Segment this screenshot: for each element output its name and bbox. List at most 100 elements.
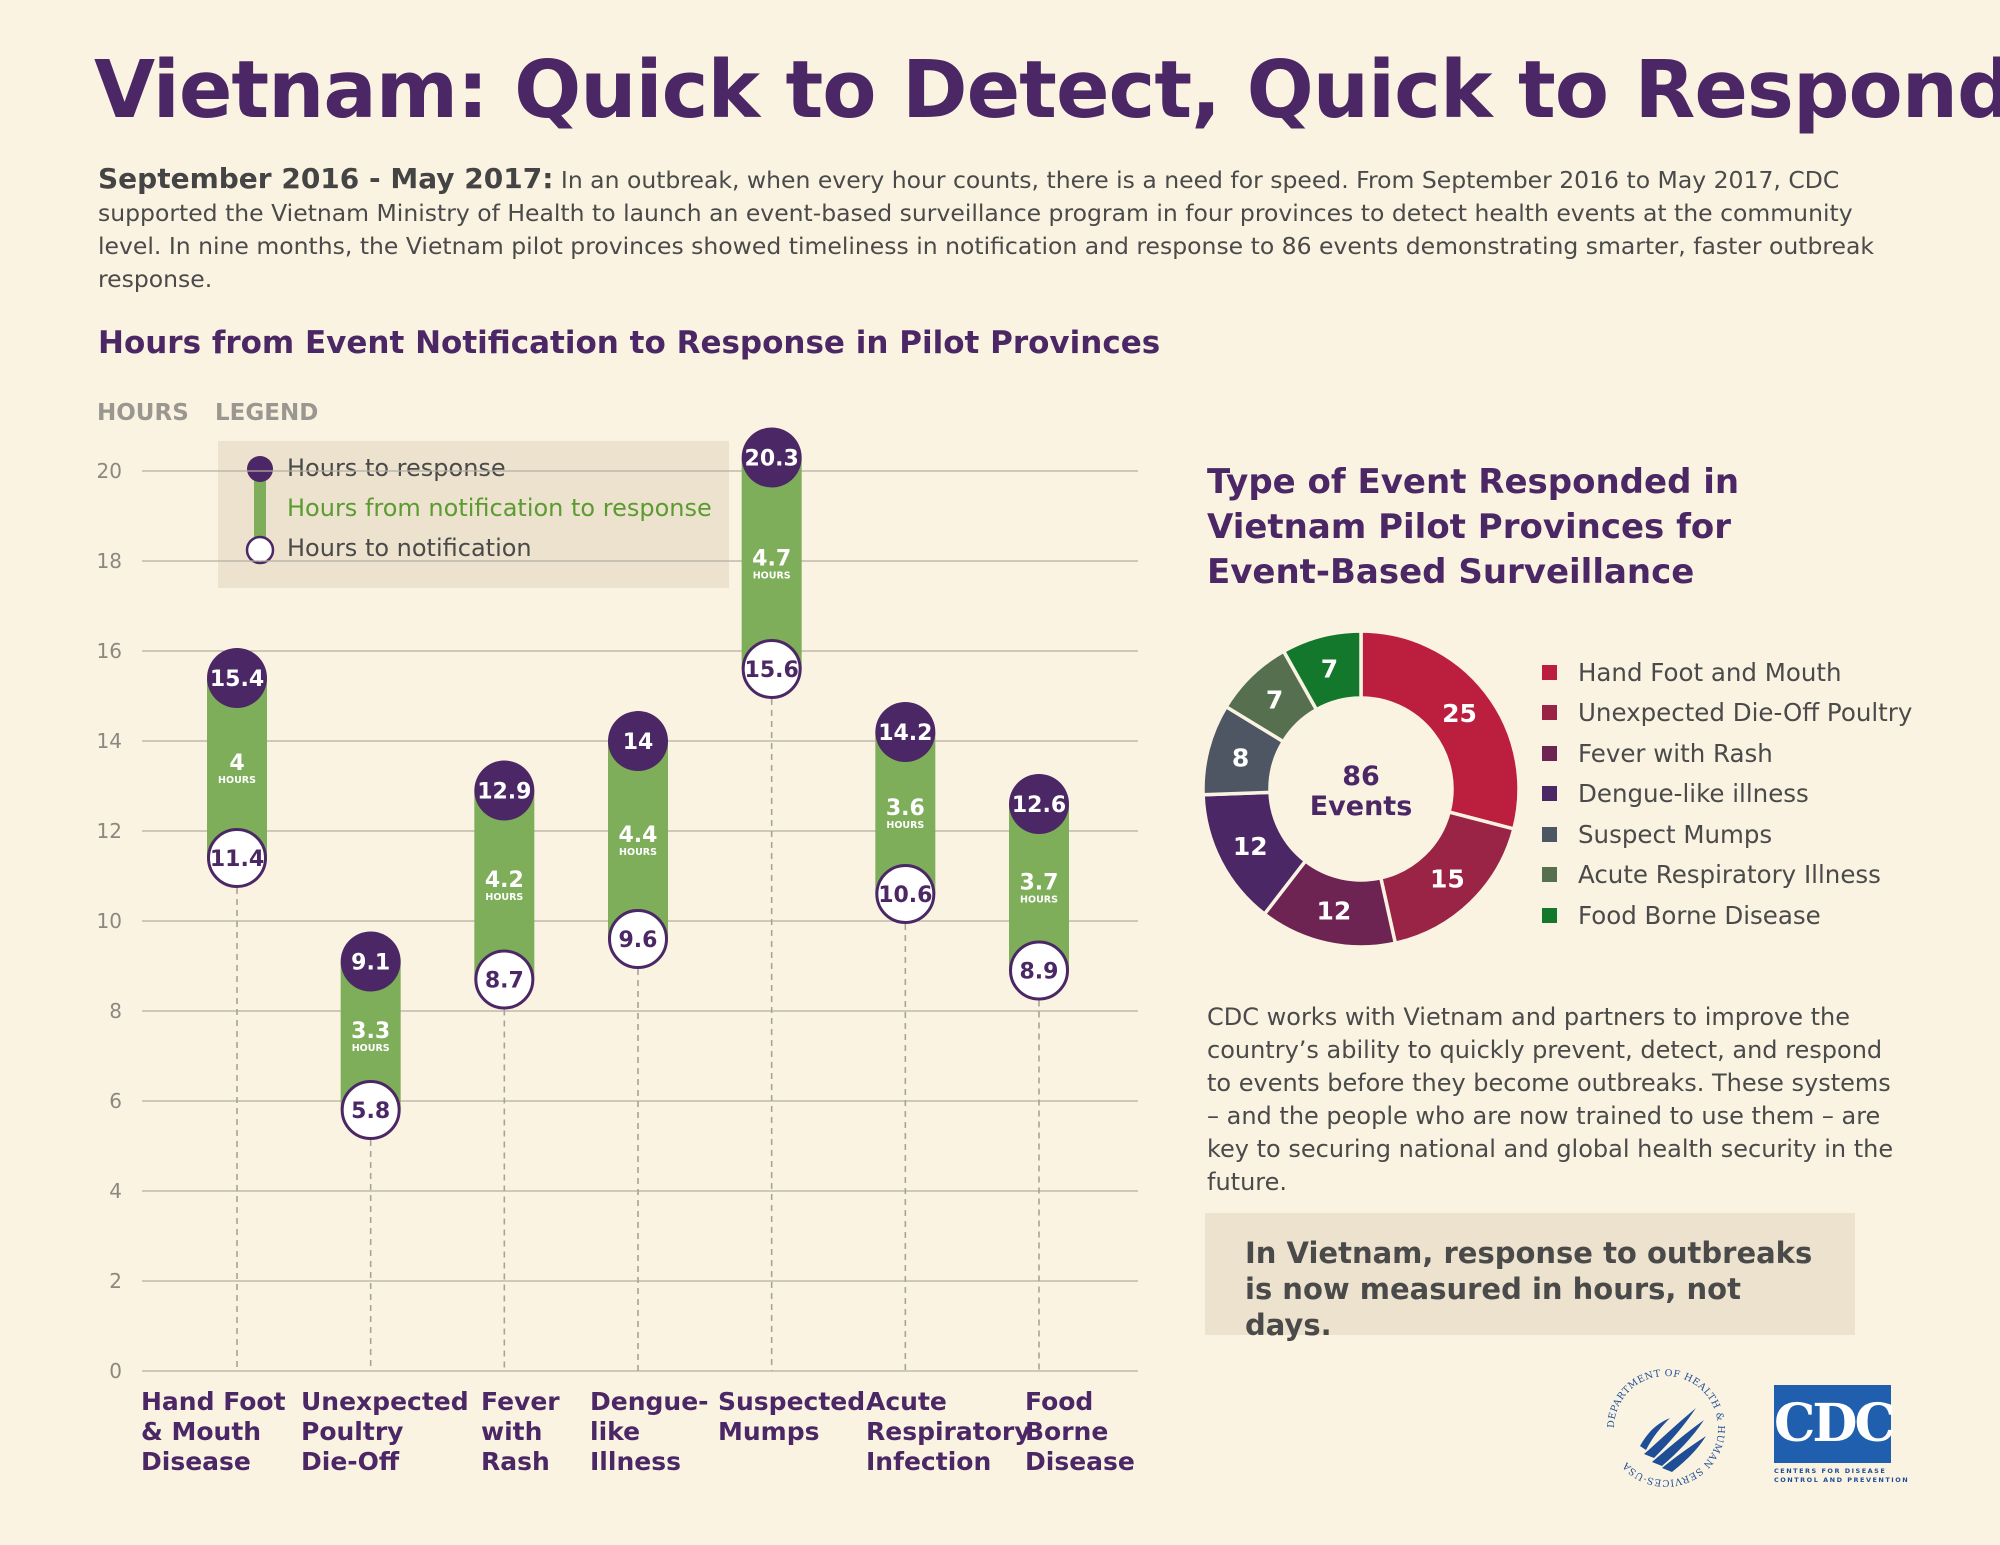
y-tick-label: 14 (97, 729, 122, 753)
notification-label: 8.9 (1020, 960, 1059, 985)
notification-label: 15.6 (745, 658, 799, 683)
response-marker (875, 702, 936, 762)
legend-swatch (1542, 664, 1557, 680)
donut-legend-item: Hand Foot and Mouth (1542, 652, 1912, 693)
y-tick-label: 16 (97, 639, 122, 663)
notification-marker (340, 1080, 401, 1140)
hhs-logo: DEPARTMENT OF HEALTH & HUMAN SERVICES·US… (1606, 1368, 1726, 1488)
duration-unit: HOURS (886, 820, 924, 831)
y-tick-label: 10 (97, 909, 122, 933)
y-tick-label: 8 (109, 999, 122, 1023)
legend-label: Food Borne Disease (1578, 900, 1821, 930)
legend-label: Unexpected Die-Off Poultry (1578, 698, 1913, 728)
legend-label: Dengue-like illness (1578, 779, 1809, 809)
donut-legend-item: Fever with Rash (1542, 733, 1912, 774)
y-tick-label: 4 (109, 1179, 122, 1203)
notification-label: 5.8 (351, 1099, 390, 1124)
legend-label: Suspect Mumps (1578, 819, 1773, 849)
response-label: 9.1 (351, 951, 390, 976)
x-category-label: Infection (866, 1447, 991, 1476)
response-label: 12.9 (477, 780, 531, 805)
legend-box: Hours to response Hours from notificatio… (218, 441, 729, 588)
x-category-label: Illness (590, 1447, 681, 1476)
intro-text: In an outbreak, when every hour counts, … (98, 166, 1874, 293)
duration-label: 3.6 (886, 796, 925, 821)
legend-swatch (1542, 867, 1557, 883)
x-category-label: Disease (1025, 1447, 1135, 1476)
x-category-label: & Mouth (141, 1417, 261, 1446)
donut-slice-label: 12 (1233, 832, 1268, 861)
notification-marker (1009, 940, 1069, 1001)
duration-unit: HOURS (753, 570, 791, 581)
donut-legend-item: Dengue-like illness (1542, 774, 1912, 815)
donut-slice-label: 8 (1232, 744, 1249, 773)
bar-chart-title: Hours from Event Notification to Respons… (98, 325, 1161, 361)
donut-center-value: 86 (1342, 761, 1380, 792)
page-title: Vietnam: Quick to Detect, Quick to Respo… (94, 44, 2000, 136)
donut-slice (1359, 629, 1521, 832)
response-label: 12.6 (1012, 793, 1066, 818)
donut-legend: Hand Foot and Mouth Unexpected Die-Off Po… (1542, 652, 1912, 936)
legend-duration: Hours from notification to response (287, 494, 712, 522)
range-bar (608, 741, 668, 939)
y-tick-label: 18 (97, 549, 122, 573)
legend-symbol (245, 456, 275, 565)
response-label: 14.2 (878, 721, 932, 746)
notification-label: 11.4 (210, 847, 264, 872)
legend-swatch (1542, 786, 1557, 802)
svg-text:DEPARTMENT OF HEALTH & HUMAN S: DEPARTMENT OF HEALTH & HUMAN SERVICES·US… (1606, 1368, 1726, 1488)
x-category-label: Die-Off (301, 1447, 400, 1476)
duration-label: 3.7 (1020, 870, 1059, 895)
duration-unit: HOURS (485, 892, 523, 903)
notification-marker (474, 949, 535, 1010)
x-category-label: Disease (141, 1447, 251, 1476)
duration-unit: HOURS (619, 847, 657, 858)
x-category-label: Acute (866, 1387, 947, 1416)
duration-label: 4.7 (752, 546, 791, 571)
y-tick-label: 20 (97, 459, 122, 483)
x-category-label: Borne (1025, 1417, 1108, 1446)
cdc-logo: CDC CENTERS FOR DISEASE CONTROL AND PREV… (1774, 1385, 1909, 1484)
donut-center-label: Events (1310, 791, 1413, 822)
x-category-label: Food (1025, 1387, 1093, 1416)
range-bar (741, 457, 802, 669)
callout-box: In Vietnam, response to outbreaks is now… (1205, 1213, 1855, 1342)
duration-unit: HOURS (1020, 894, 1058, 905)
legend-title: LEGEND (215, 400, 319, 426)
response-marker (474, 760, 535, 821)
response-marker (1009, 774, 1069, 834)
duration-label: 4 (229, 751, 244, 776)
response-marker (340, 931, 401, 992)
x-category-label: Dengue- (590, 1387, 709, 1416)
info-paragraph: CDC works with Vietnam and partners to i… (1207, 1003, 1894, 1196)
response-label: 14 (623, 730, 654, 755)
x-category-label: with (481, 1417, 542, 1446)
x-category-label: Poultry (301, 1417, 403, 1446)
donut-legend-item: Unexpected Die-Off Poultry (1542, 693, 1912, 734)
duration-label: 3.3 (351, 1019, 390, 1044)
legend-response: Hours to response (287, 454, 506, 482)
notification-marker (741, 639, 802, 699)
legend-swatch (1542, 745, 1557, 761)
x-category-label: Suspected (718, 1387, 865, 1416)
y-tick-label: 2 (109, 1269, 122, 1293)
donut-legend-item: Acute Respiratory Illness (1542, 855, 1912, 896)
donut-slice (1281, 629, 1363, 713)
cdc-logo-sub1: CENTERS FOR DISEASE (1774, 1467, 1887, 1475)
x-category-label: Mumps (718, 1417, 820, 1446)
x-category-label: Hand Foot (141, 1387, 286, 1416)
donut-slice-label: 7 (1266, 685, 1283, 714)
y-axis-label: HOURS (97, 400, 189, 426)
duration-unit: HOURS (352, 1043, 390, 1054)
donut-slice-label: 12 (1317, 897, 1352, 926)
notification-marker (207, 828, 267, 888)
legend-swatch (1542, 907, 1557, 923)
legend-swatch (1542, 826, 1557, 842)
response-marker (207, 648, 267, 708)
notification-label: 8.7 (485, 969, 524, 994)
range-bar (474, 790, 535, 980)
cdc-logo-sub2: CONTROL AND PREVENTION (1774, 1476, 1910, 1484)
duration-label: 4.2 (485, 868, 524, 893)
notification-marker (608, 909, 668, 969)
